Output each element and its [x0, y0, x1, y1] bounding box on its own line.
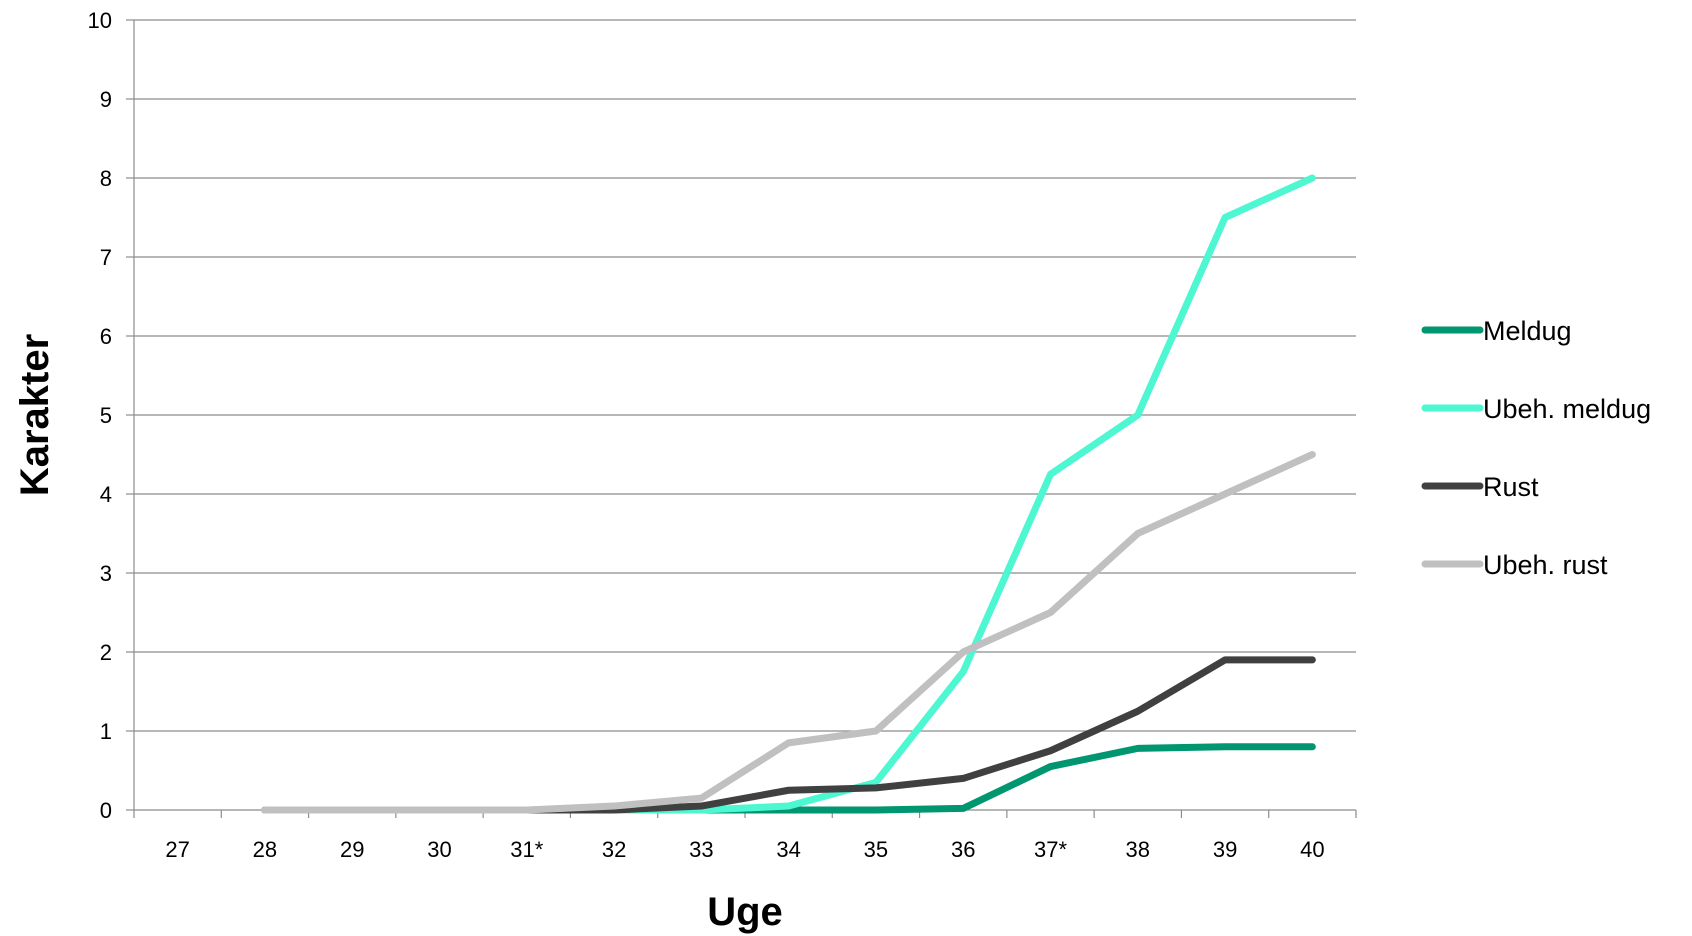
x-tick-label: 37*: [1034, 837, 1067, 862]
y-tick-label: 5: [100, 403, 112, 428]
series-line-ubeh-rust: [261, 451, 1316, 814]
y-tick-label: 7: [100, 245, 112, 270]
legend-label: Ubeh. meldug: [1483, 394, 1651, 424]
y-tick-label: 1: [100, 719, 112, 744]
x-tick-label: 32: [602, 837, 626, 862]
x-tick-label: 39: [1213, 837, 1237, 862]
x-tick-label: 29: [340, 837, 364, 862]
y-tick-label: 4: [100, 482, 112, 507]
x-tick-label: 36: [951, 837, 975, 862]
x-tick-label: 38: [1126, 837, 1150, 862]
x-tick-label: 34: [776, 837, 800, 862]
legend-label: Meldug: [1483, 316, 1572, 346]
x-axis-title: Uge: [707, 890, 783, 934]
series-lines: [261, 174, 1316, 814]
x-tick-label: 40: [1300, 837, 1324, 862]
x-tick-label: 30: [427, 837, 451, 862]
y-tick-label: 8: [100, 166, 112, 191]
y-tick-label: 2: [100, 640, 112, 665]
x-tick-label: 31*: [510, 837, 543, 862]
gridlines: [134, 19, 1356, 732]
legend: Meldug Ubeh. meldug Rust Ubeh. rust: [1421, 316, 1651, 580]
x-tick-label: 35: [864, 837, 888, 862]
y-tick-label: 9: [100, 87, 112, 112]
y-tick-label: 3: [100, 561, 112, 586]
legend-label: Rust: [1483, 472, 1539, 502]
series-line-rust: [261, 656, 1316, 814]
y-axis-title: Karakter: [13, 334, 57, 496]
legend-label: Ubeh. rust: [1483, 550, 1608, 580]
y-tick-label: 10: [88, 8, 112, 33]
x-tick-label: 28: [253, 837, 277, 862]
y-tick-label: 6: [100, 324, 112, 349]
y-tick-label: 0: [100, 798, 112, 823]
x-tick-label: 27: [165, 837, 189, 862]
series-line-meldug: [261, 743, 1316, 814]
x-tick-label: 33: [689, 837, 713, 862]
